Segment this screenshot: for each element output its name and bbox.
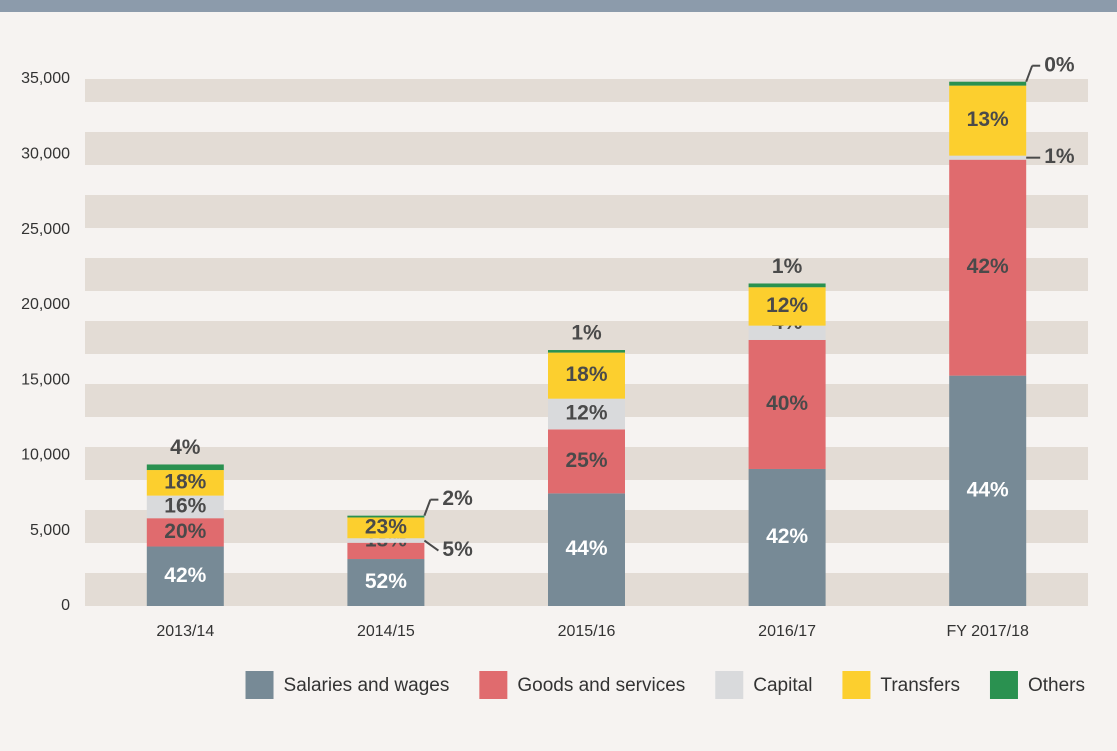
y-tick-label: 20,000 [21,296,70,313]
bar-segment [548,429,625,494]
data-label: 1% [571,322,602,345]
stripe [85,258,1088,291]
bar-segment [548,398,625,430]
data-label: 0% [1044,53,1075,76]
bar-segment [347,559,425,606]
y-tick-label: 35,000 [21,70,70,87]
stripe [85,195,1088,228]
legend-swatch [715,671,744,699]
bar-segment [146,495,224,519]
x-tick-label: 2016/17 [758,623,816,640]
y-tick-label: 15,000 [21,371,70,388]
bar-segment [949,375,1027,606]
bar-segment [949,85,1027,156]
data-label: 5% [442,538,473,561]
bar-segment [347,538,425,543]
data-label: 18% [565,363,607,386]
legend-item: Salaries and wages [245,671,450,699]
legend-item: Capital [715,671,812,699]
x-tick-label: 2015/16 [558,623,616,640]
y-tick-label: 0 [61,597,70,614]
legend-item: Transfers [842,671,960,699]
data-label: 20% [164,520,206,543]
bar-segment [146,464,224,471]
data-label: 23% [365,515,407,538]
leader-line [1025,65,1034,83]
bar-segment [347,515,425,518]
leader-line [423,539,439,552]
data-label: 42% [164,564,206,587]
legend-label: Transfers [880,675,960,696]
stripe [85,321,1088,354]
data-label: 16% [164,494,206,517]
bar-segment [748,339,826,469]
bar-segment [949,81,1027,86]
data-label: 40% [766,392,808,415]
bar-segment [146,518,224,547]
data-label: 13% [967,108,1009,131]
bar-segment [949,155,1027,160]
data-label: 44% [565,537,607,560]
bar-segment [748,468,826,606]
legend-label: Goods and services [517,675,685,696]
bar-segment [548,493,625,606]
data-label: 44% [967,478,1009,501]
y-tick-label: 30,000 [21,146,70,163]
legend-item: Goods and services [479,671,685,699]
bar-segment [347,517,425,539]
data-label: 1% [1044,145,1075,168]
header-strip [0,0,1117,12]
data-label: 52% [365,570,407,593]
bar-segment [548,352,625,399]
x-tick-label: 2014/15 [357,623,415,640]
bar-segment [949,159,1027,376]
data-label: 12% [766,294,808,317]
leader-line [423,499,432,517]
bar-segment [146,546,224,606]
bar-segment [548,350,625,353]
bar-segment [748,325,826,340]
y-tick-label: 5,000 [30,522,70,539]
bar-segment [748,287,826,326]
data-label: 12% [565,402,607,425]
stripe [85,132,1088,165]
y-tick-label: 10,000 [21,447,70,464]
data-label: 1% [772,255,803,278]
bar-segment [748,283,826,288]
data-label: 42% [967,255,1009,278]
legend-swatch [479,671,508,699]
y-tick-label: 25,000 [21,221,70,238]
data-label: 4% [170,436,201,459]
bar-segment [146,470,224,496]
legend-label: Others [1028,675,1085,696]
x-tick-label: 2013/14 [156,623,214,640]
legend-label: Salaries and wages [284,675,450,696]
data-label: 25% [565,449,607,472]
legend-item: Others [989,671,1085,699]
bar-segment [347,542,425,560]
data-label: 18% [164,470,206,493]
legend-swatch [989,671,1018,699]
data-label: 2% [442,487,473,510]
legend-swatch [245,671,274,699]
x-tick-label: FY 2017/18 [946,623,1029,640]
legend-label: Capital [753,675,812,696]
background-bands [85,79,1088,606]
legend: Salaries and wages Goods and services Capi… [245,671,1085,699]
legend-swatch [842,671,871,699]
stripe [85,79,1088,102]
data-label: 42% [766,525,808,548]
